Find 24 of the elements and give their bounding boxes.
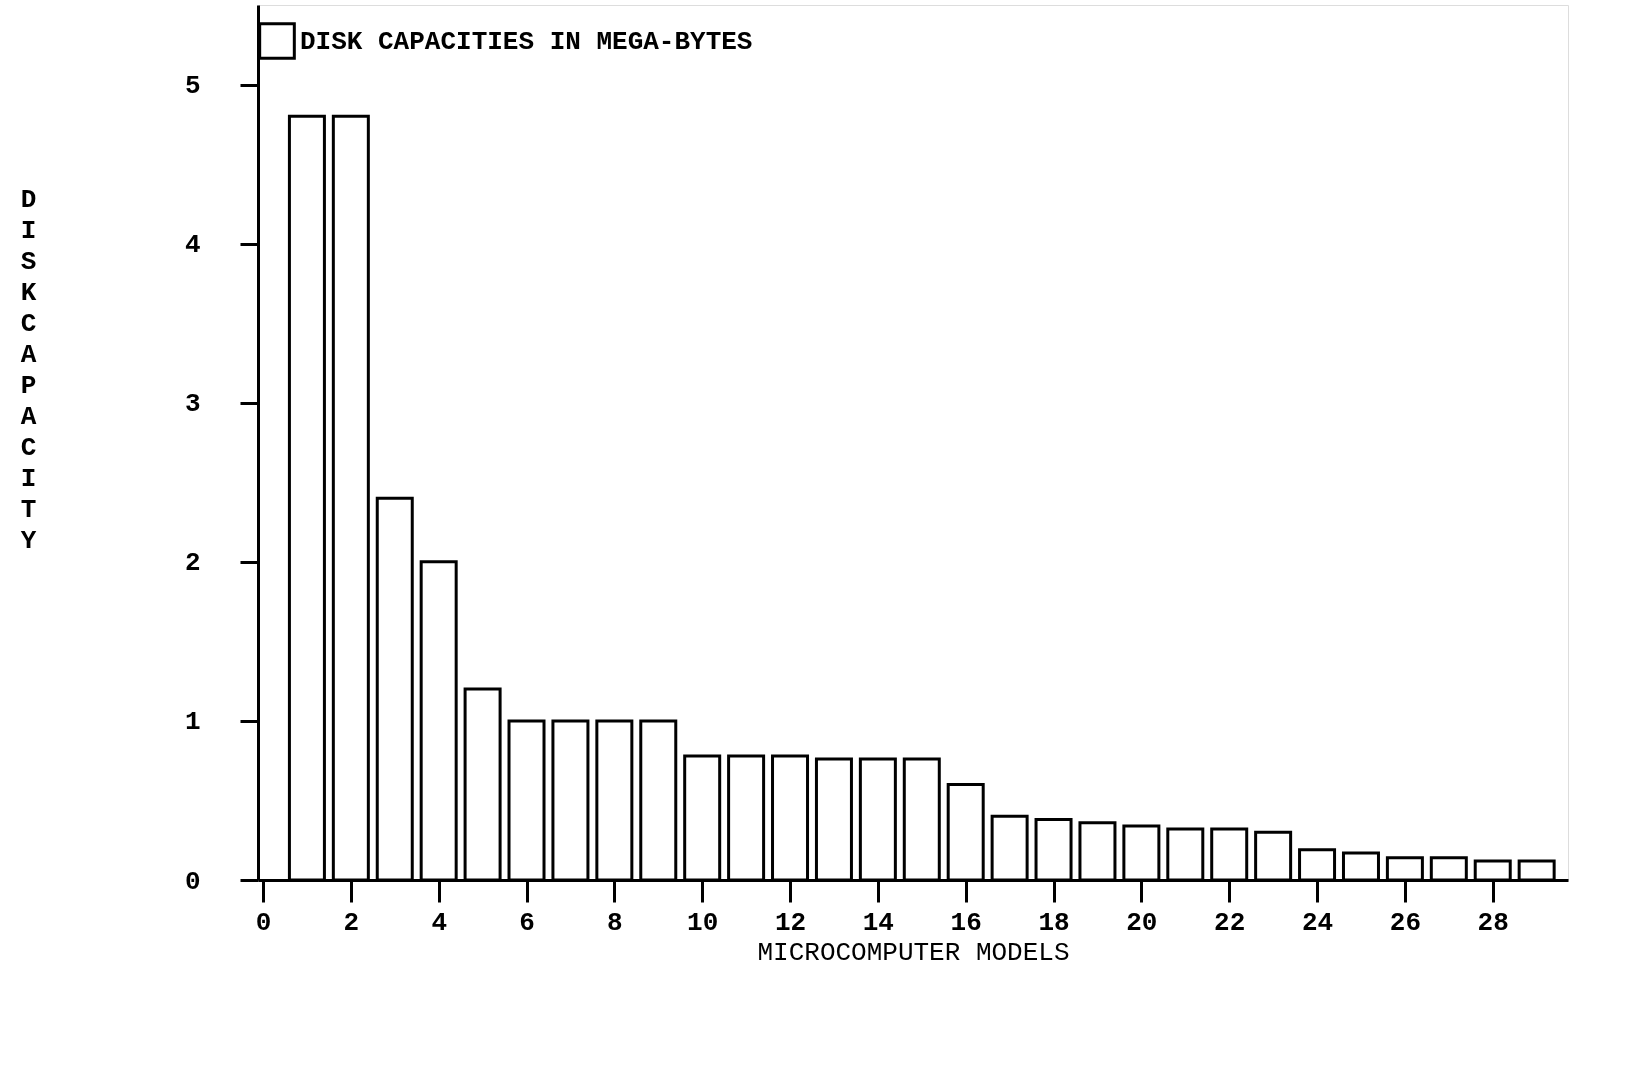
x-tick-label: 20: [1126, 907, 1158, 938]
y-tick-label: 0: [184, 866, 201, 897]
x-tick-label: 22: [1214, 907, 1246, 938]
text: DISK CAPACITY: [20, 184, 37, 556]
y-tick-label: 5: [184, 71, 201, 102]
y-tick-label: 2: [184, 548, 201, 579]
y-tick-label: 3: [184, 389, 201, 420]
y-tick-label: 1: [184, 707, 201, 738]
x-tick-label: 2: [343, 907, 360, 938]
y-tick-label: 4: [184, 230, 201, 261]
x-axis-title: MICROCOMPUTER MODELS: [757, 937, 1070, 968]
x-tick-label: 0: [255, 907, 272, 938]
x-tick-label: 12: [774, 907, 807, 938]
x-tick-label: 4: [431, 907, 447, 938]
x-tick-label: 24: [1301, 907, 1334, 938]
x-tick-label: 14: [862, 907, 894, 938]
x-tick-label: 8: [607, 907, 623, 938]
x-tick-label: 16: [950, 907, 982, 938]
x-tick-label: 26: [1389, 907, 1421, 938]
x-tick-label: 10: [687, 907, 719, 938]
x-tick-label: 6: [519, 907, 535, 938]
x-tick-label: 28: [1477, 907, 1509, 938]
legend-label: DISK CAPACITIES IN MEGA-BYTES: [300, 27, 753, 57]
x-tick-label: 18: [1038, 907, 1070, 938]
